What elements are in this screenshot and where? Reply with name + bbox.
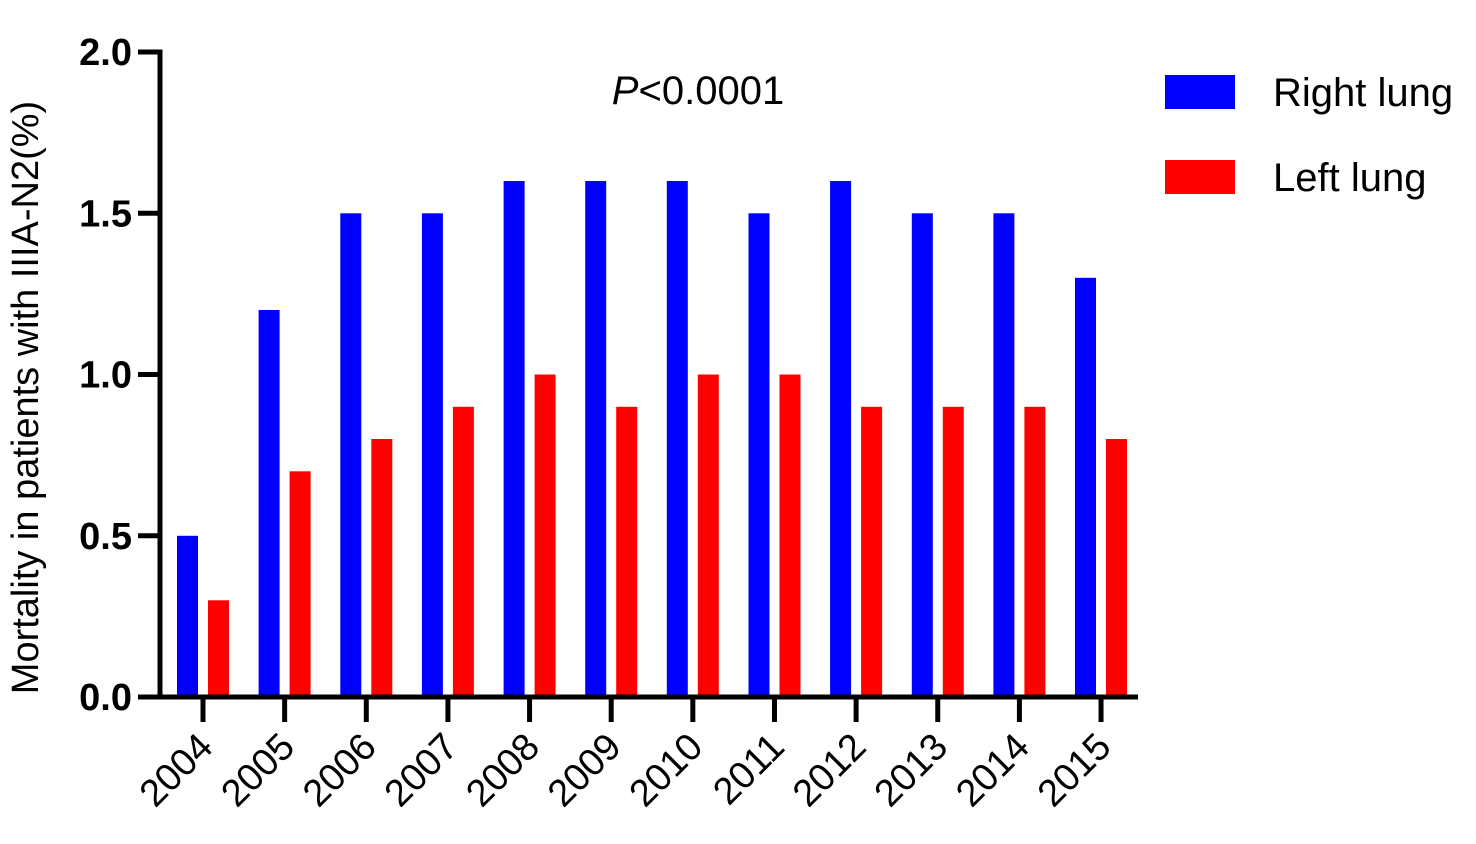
legend-swatch-right-lung [1165, 75, 1235, 109]
bar-left-lung-2010 [697, 374, 719, 697]
bar-right-lung-2010 [666, 181, 688, 697]
x-tick-label: 2008 [458, 726, 547, 815]
x-axis: 2004200520062007200820092010201120122013… [132, 694, 1138, 815]
y-tick-label: 0.0 [79, 677, 132, 719]
p-rest: <0.0001 [638, 69, 784, 113]
legend-label: Right lung [1273, 71, 1453, 115]
bar-right-lung-2011 [748, 213, 770, 698]
bar-right-lung-2012 [830, 181, 852, 697]
legend-label: Left lung [1273, 156, 1426, 200]
bar-left-lung-2013 [942, 406, 964, 698]
bar-left-lung-2006 [371, 439, 393, 697]
bar-right-lung-2005 [258, 310, 280, 697]
bar-right-lung-2013 [911, 213, 933, 698]
p-value-annotation: P<0.0001 [612, 69, 784, 113]
y-tick-label: 1.5 [79, 193, 132, 235]
bar-left-lung-2015 [1106, 439, 1127, 697]
bar-left-lung-2007 [452, 406, 474, 698]
bar-right-lung-2004 [177, 535, 198, 698]
x-tick-label: 2005 [214, 726, 303, 815]
y-tick-label: 0.5 [79, 516, 132, 558]
bar-left-lung-2014 [1024, 406, 1046, 698]
x-tick-label: 2009 [540, 726, 629, 815]
y-tick-label: 2.0 [79, 32, 132, 74]
legend: Right lung Left lung [1165, 71, 1453, 200]
x-tick-label: 2007 [377, 726, 466, 815]
x-tick-label: 2004 [132, 726, 221, 815]
bar-left-lung-2011 [779, 374, 801, 697]
x-tick-label: 2015 [1030, 726, 1119, 815]
bar-left-lung-2009 [616, 406, 638, 698]
p-italic: P [612, 69, 639, 113]
bars-group [177, 181, 1127, 698]
y-axis: 0.0 0.5 1.0 1.5 2.0 [79, 32, 163, 719]
bar-left-lung-2004 [208, 600, 229, 698]
bar-right-lung-2008 [503, 181, 525, 697]
bar-right-lung-2009 [585, 181, 607, 697]
y-axis-label: Mortality in patients with IIIA-N2(%) [5, 101, 47, 694]
x-tick-label: 2013 [867, 726, 956, 815]
bar-left-lung-2005 [289, 471, 311, 698]
bar-left-lung-2012 [861, 406, 883, 698]
x-tick-label: 2010 [622, 726, 711, 815]
bar-right-lung-2014 [993, 213, 1015, 698]
y-tick-label: 1.0 [79, 355, 132, 397]
bar-right-lung-2006 [340, 213, 362, 698]
bar-left-lung-2008 [534, 374, 556, 697]
x-tick-label: 2014 [948, 726, 1037, 815]
x-tick-label: 2011 [705, 726, 792, 813]
x-tick-label: 2006 [295, 726, 384, 815]
x-tick-label: 2012 [785, 726, 874, 815]
bar-right-lung-2007 [421, 213, 443, 698]
bar-right-lung-2015 [1075, 277, 1096, 698]
legend-swatch-left-lung [1165, 160, 1235, 194]
